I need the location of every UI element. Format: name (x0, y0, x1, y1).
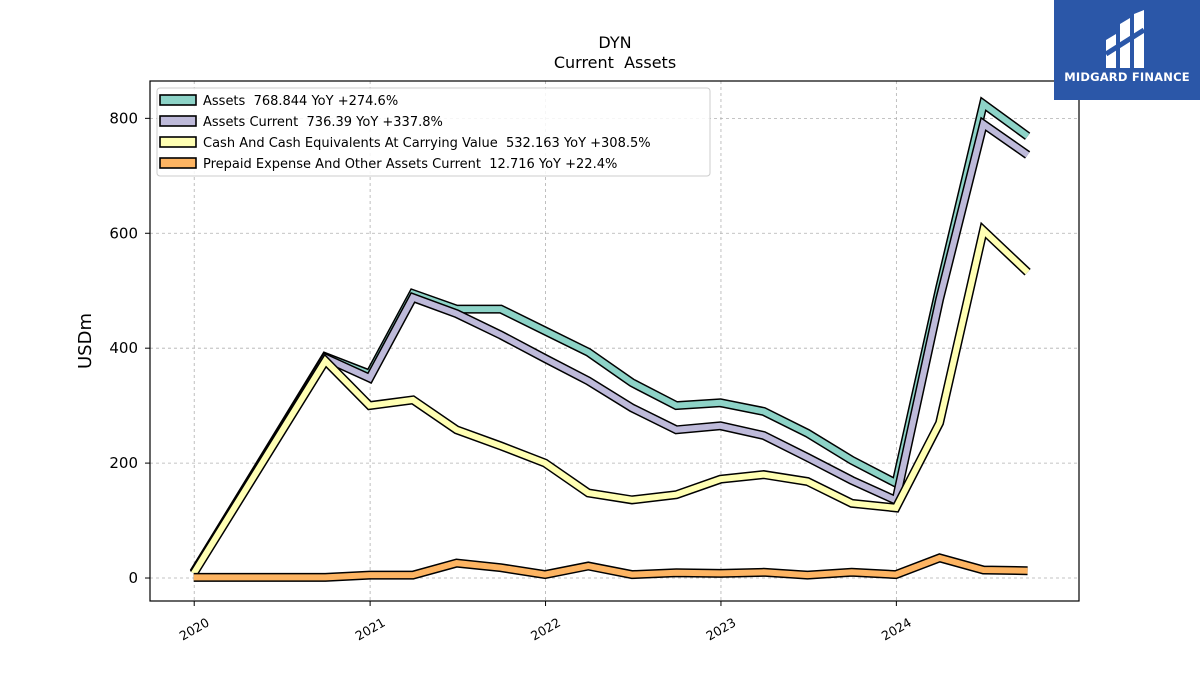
chart-title: DYN (598, 33, 631, 52)
y-axis-label: USDm (75, 313, 96, 369)
legend-label-0: Assets 768.844 YoY +274.6% (203, 94, 398, 109)
series-line-1 (191, 119, 1030, 574)
y-tick-label: 400 (109, 339, 138, 357)
y-tick-label: 0 (128, 569, 138, 587)
series-line-3 (193, 554, 1028, 581)
legend-swatch-2 (159, 136, 197, 148)
legend-box (156, 87, 711, 177)
brand-name: MIDGARD FINANCE (1064, 70, 1190, 84)
legend-swatch-1 (159, 115, 197, 127)
legend-label-1: Assets Current 736.39 YoY +337.8% (203, 115, 443, 130)
legend-label-2: Cash And Cash Equivalents At Carrying Va… (203, 136, 651, 151)
legend-label-3: Prepaid Expense And Other Assets Current… (203, 157, 617, 172)
y-tick-label: 800 (109, 109, 138, 127)
legend-swatch-3 (159, 157, 197, 169)
x-tick-label: 2023 (703, 615, 738, 644)
brand-logo: MIDGARD FINANCE (1054, 0, 1200, 100)
axes: 0 200 400 600 800 2020 2021 2022 2023 2024 (109, 109, 914, 643)
series-lines (189, 96, 1031, 582)
series-outline-2 (189, 221, 1031, 576)
y-tick-label: 600 (109, 224, 138, 242)
chart-subtitle: Current Assets (554, 53, 676, 72)
y-tick-label: 200 (109, 454, 138, 472)
x-tick-label: 2022 (528, 615, 563, 644)
legend-swatch-0 (159, 94, 197, 106)
x-tick-label: 2021 (353, 615, 388, 644)
x-tick-label: 2024 (879, 615, 914, 644)
x-tick-label: 2020 (177, 615, 212, 644)
legend: Assets 768.844 YoY +274.6% Assets Current… (156, 87, 711, 177)
series-line-2 (191, 224, 1030, 575)
plot-frame (149, 80, 1080, 602)
midgard-logo-icon (1104, 10, 1146, 68)
